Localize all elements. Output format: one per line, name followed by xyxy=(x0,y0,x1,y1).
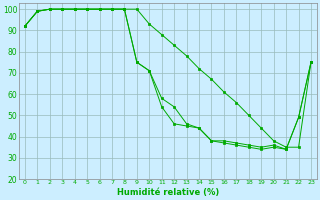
X-axis label: Humidité relative (%): Humidité relative (%) xyxy=(117,188,219,197)
